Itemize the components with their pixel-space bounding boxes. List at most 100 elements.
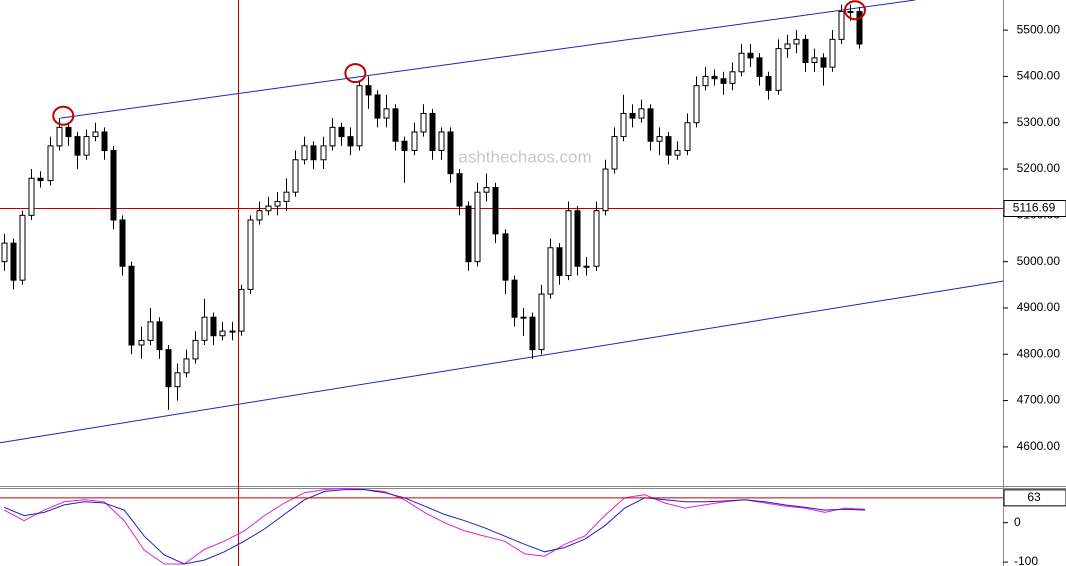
candle-body [10,242,17,281]
candle-body [656,136,663,142]
candle-body [47,145,54,182]
candle-body [92,131,99,138]
candle-body [511,279,518,318]
candle-body [320,145,327,161]
candle-body [847,11,854,14]
level-label: 63 [1027,490,1041,504]
candle-body [574,210,581,267]
candle-body [729,71,736,84]
candle-body [638,108,645,119]
candle-body [811,57,818,64]
candle-body [702,75,709,87]
highlight-circle [344,63,367,84]
y-tick-label: 4800.00 [1017,346,1061,360]
candle-body [147,321,154,341]
highlight-circle [52,105,75,126]
candle-body [556,247,563,277]
candle-body [138,339,145,346]
candle-body [210,316,217,337]
candle-body [711,75,718,80]
candle-body [347,136,354,147]
candle-body [329,126,336,147]
candle-body [420,112,427,133]
candle-body [174,372,181,388]
candle-body [465,205,472,263]
candle-body [301,145,308,161]
candle-body [520,316,527,319]
level-label-box [1003,489,1066,507]
candle-body [693,85,700,124]
candle-body [838,11,845,40]
candle-body [456,173,463,207]
candle-body [820,57,827,68]
candle-body [338,126,345,138]
candle-body [128,265,135,346]
candle-body [856,11,863,45]
candle-body [492,187,499,235]
candle-body [219,330,226,337]
candle-body [611,136,618,170]
candle-body [747,52,754,59]
candle-body [802,38,809,64]
candle-body [775,48,782,91]
y-tick-label: 5300.00 [1017,115,1061,129]
candle-body [383,108,390,119]
candle-body [365,85,372,96]
candle-body [502,233,509,281]
candle-body [674,150,681,156]
y2-tick-label: 0 [1014,515,1021,529]
candle-body [756,57,763,77]
candle-body [784,43,791,50]
candle-body [583,265,590,268]
candle-body [392,108,399,142]
y-tick-label: 4700.00 [1017,393,1061,407]
candle-body [474,191,481,263]
candle-body [529,316,536,351]
price-label-box [1003,200,1066,217]
candle-body [119,219,126,267]
candle-body [401,140,408,152]
candle-body [565,210,572,277]
candle-body [247,219,254,290]
indicator-line [3,489,866,565]
candle-body [647,108,654,142]
candle-body [720,78,727,84]
candle-body [310,145,317,161]
candle-body [765,75,772,91]
candle-body [547,247,554,295]
candle-body [56,126,63,147]
candle-body [74,136,81,156]
candle-body [620,112,627,138]
candle-body [793,38,800,45]
candle-body [110,150,117,221]
candle-body [665,136,672,156]
candle-body [738,52,745,73]
y-tick-label: 5500.00 [1017,22,1061,36]
candle-body [265,205,272,212]
candle-body [101,131,108,152]
y2-tick-label: -100 [1014,554,1038,566]
indicator-line [3,487,866,565]
candle-body [374,94,381,119]
trendline [60,0,916,119]
candle-body [65,126,72,138]
candle-body [411,131,418,152]
candle-body [538,293,545,351]
candle-body [356,85,363,147]
candle-body [238,288,245,332]
candle-body [165,349,172,388]
candle-body [483,187,490,193]
candle-body [447,131,454,175]
watermark: ashthechaos.com [458,147,591,166]
y-tick-label: 5000.00 [1017,254,1061,268]
candle-body [83,136,90,156]
candle-body [593,210,600,267]
candle-body [201,316,208,341]
candle-body [429,112,436,152]
y-tick-label: 4600.00 [1017,439,1061,453]
candle-body [183,358,190,374]
price-label: 5116.69 [1013,201,1056,215]
candle-body [274,200,281,207]
